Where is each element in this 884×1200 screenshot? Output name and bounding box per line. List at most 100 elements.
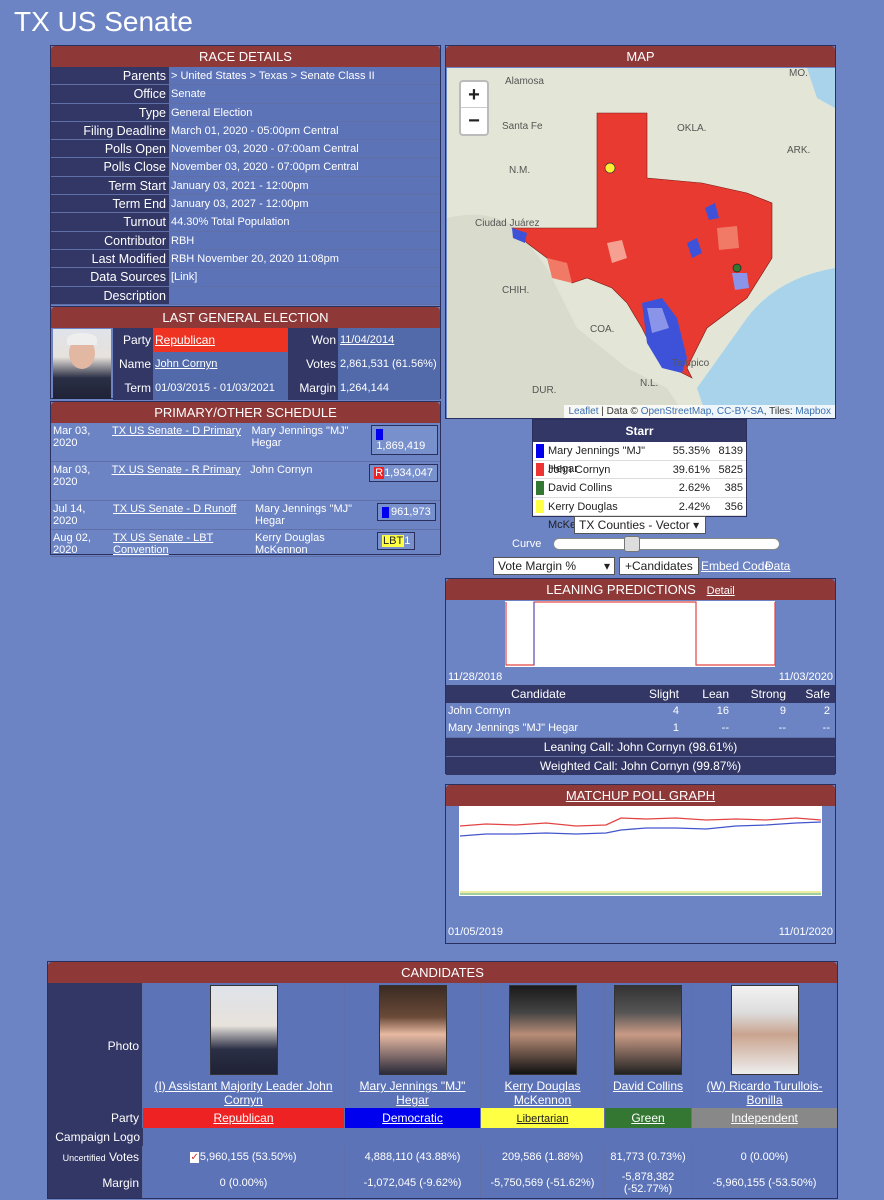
party-link[interactable]: Republican [155,333,216,347]
race-detail-label: Parents [51,67,169,85]
poll-end-date: 11/01/2020 [778,926,833,938]
candidate-photo[interactable] [614,985,682,1075]
schedule-date: Jul 14, 2020 [53,503,86,527]
votes-label: Votes [288,352,338,376]
candidate-party-link[interactable]: Republican [213,1111,274,1125]
candidate-photo[interactable] [209,985,278,1075]
race-detail-label: Type [51,103,169,121]
candidate-party-link[interactable]: Democratic [382,1111,443,1125]
candidate-photo[interactable] [730,985,799,1075]
candidate-photo[interactable] [508,985,577,1075]
zoom-in-button[interactable]: + [461,82,487,108]
leaning-detail-link[interactable]: Detail [706,585,735,597]
candidates-panel: CANDIDATES Photo (I) Assistant Majority … [47,961,838,1199]
poll-graph-link[interactable]: MATCHUP POLL GRAPH [565,788,716,803]
race-detail-label: Polls Open [51,140,169,158]
zoom-out-button[interactable]: − [468,110,480,132]
legend-row: Mary Jennings "MJ" Hegar 55.35% 8139 [533,442,746,475]
won-date-link[interactable]: 11/04/2014 [340,334,395,346]
legend-header: Starr [533,420,746,442]
leaflet-link[interactable]: Leaflet [568,406,599,417]
schedule-race-link[interactable]: TX US Senate - R Primary [111,464,241,476]
race-detail-value: November 03, 2020 - 07:00pm Central [169,158,440,176]
schedule-race-link[interactable]: TX US Senate - LBT Convention [113,532,214,556]
candidate-name-link[interactable]: Kerry Douglas McKennon [504,1079,581,1107]
osm-link[interactable]: OpenStreetMap, CC-BY-SA [640,406,764,417]
candidate-party-link[interactable]: Green [631,1111,665,1125]
party-badge: R [374,467,385,479]
candidate-column: (W) Ricardo Turullois-Bonilla [691,983,837,1108]
leaning-lean: 16 [716,705,729,717]
race-detail-row: Turnout 44.30% Total Population [51,213,440,232]
votes-row-label: Uncertified Votes [48,1146,142,1168]
map-attribution: Leaflet | Data © OpenStreetMap, CC-BY-SA… [564,405,835,418]
race-detail-row: Contributor RBH [51,231,440,250]
candidate-party-link[interactable]: Independent [731,1111,798,1125]
zoom-control: + − [459,80,489,136]
race-detail-value[interactable]: RBH [169,231,440,249]
schedule-panel: PRIMARY/OTHER SCHEDULE Mar 03, 2020 TX US… [50,401,441,557]
candidate-name-link[interactable]: Mary Jennings "MJ" Hegar [359,1079,466,1107]
candidate-votes: 4,888,110 (43.88%) [344,1146,480,1168]
mode-select-value: Vote Margin % [498,559,577,573]
candidate-party-cell: Republican [142,1108,344,1128]
winner-name-link[interactable]: John Cornyn [155,358,218,370]
layer-select[interactable]: TX Counties - Vector ▾ [574,516,706,534]
map-label-8: ARK. [787,145,811,156]
leaning-candidate: Mary Jennings "MJ" Hegar [448,722,579,734]
leaning-panel: LEANING PREDICTIONS Detail 11/28/2018 11… [445,578,836,775]
data-link[interactable]: Data [765,559,791,573]
race-detail-row: Office Senate [51,85,440,104]
candidate-photo[interactable] [378,985,447,1075]
schedule-winner: Mary Jennings "MJ" Hegar [255,503,353,527]
race-detail-row: Polls Open November 03, 2020 - 07:00am Ce… [51,140,440,159]
candidate-name-link[interactable]: (W) Ricardo Turullois-Bonilla [706,1079,823,1107]
race-details-header: RACE DETAILS [51,46,440,67]
candidate-name-link[interactable]: David Collins [612,1079,684,1093]
embed-code-link[interactable]: Embed Code [701,559,772,573]
race-detail-row: Polls Close November 03, 2020 - 07:00pm C… [51,158,440,177]
candidate-margin-value: -5,878,382 (-52.77%) [621,1171,675,1195]
race-detail-value[interactable]: RBH November 20, 2020 11:08pm [169,249,440,268]
map-canvas [447,68,835,418]
schedule-row: Mar 03, 2020 TX US Senate - R Primary John… [51,462,440,501]
candidate-name-link[interactable]: (I) Assistant Majority Leader John Corny… [154,1079,333,1107]
map-label-7: OKLA. [677,123,707,134]
mode-select[interactable]: Vote Margin % ▾ [493,557,615,575]
race-detail-value: January 03, 2021 - 12:00pm [169,176,440,195]
candidate-margin-value: -5,960,155 (-53.50%) [712,1177,817,1189]
add-candidates-button[interactable]: +Candidates [619,557,699,575]
cornyn-photo-small [53,329,111,399]
mapbox-link[interactable]: Mapbox [795,406,831,417]
curve-slider[interactable] [553,536,780,552]
schedule-race-link[interactable]: TX US Senate - D Runoff [113,503,237,515]
candidate-party-link[interactable]: Libertarian [516,1113,569,1125]
legend-row: Kerry Douglas McKennon 2.42% 356 [533,498,746,531]
race-detail-value[interactable]: > United States > Texas > Senate Class I… [169,67,440,85]
race-details-panel: RACE DETAILS Parents > United States > Te… [50,45,441,307]
legend-color-swatch [536,499,544,513]
race-detail-value[interactable]: [Link] [169,268,440,286]
won-label: Won [288,328,338,352]
curve-slider-handle[interactable] [624,536,640,552]
race-detail-label: Office [51,85,169,103]
term-label: Term [113,376,153,400]
candidate-margin: -5,960,155 (-53.50%) [691,1168,837,1198]
last-general-header: LAST GENERAL ELECTION [51,307,440,328]
election-map[interactable]: + − Alamosa Santa Fe N.M. Ciudad Juárez … [447,68,835,418]
schedule-votes-box: 1,869,419 [371,425,439,455]
leaning-slight: 1 [672,722,679,734]
legend-name: Kerry Douglas McKennon [548,500,618,531]
party-color-swatch [376,428,384,440]
last-general-panel: LAST GENERAL ELECTION Party Republican W… [50,306,441,418]
legend-row: John Cornyn 39.61% 5825 [533,461,746,479]
schedule-race-link[interactable]: TX US Senate - D Primary [111,425,241,437]
race-detail-value [169,286,440,304]
leaning-title: LEANING PREDICTIONS [546,582,696,597]
race-details-table: Parents > United States > Texas > Senate … [51,67,440,305]
race-detail-label: Description [51,286,169,304]
legend-name: David Collins [548,482,613,494]
race-detail-value: January 03, 2027 - 12:00pm [169,195,440,213]
candidate-column: Kerry Douglas McKennon [480,983,604,1108]
county-legend: Starr Mary Jennings "MJ" Hegar 55.35% 8139… [532,419,747,531]
